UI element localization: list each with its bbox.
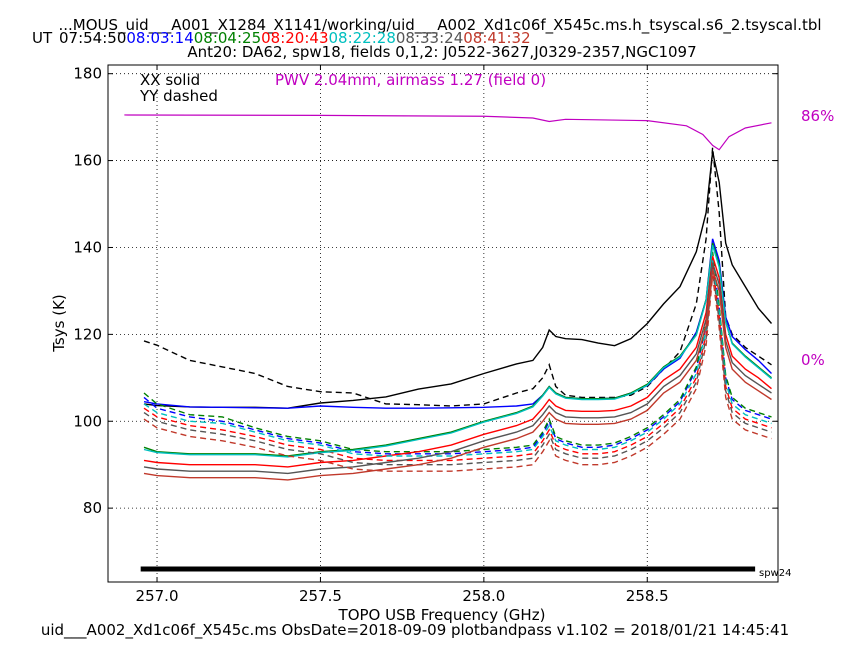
pwv-right-label-top: 86% [801,107,834,125]
legend-dashed: YY dashed [139,87,218,105]
y-tick-label: 160 [73,152,102,170]
x-tick-label: 258.0 [462,587,505,605]
gridlines [108,65,778,582]
scan-time-5: 08:33:24 [396,29,463,47]
y-tick-label: 100 [73,412,102,430]
legend-solid: XX solid [140,71,200,89]
chart-subtitle: Ant20: DA62, spw18, fields 0,1,2: J0522-… [187,43,696,61]
x-tick-label: 257.0 [136,587,179,605]
scan-times: 07:54:5008:03:1408:04:2508:20:4308:22:28… [59,29,531,47]
scan-time-0: 07:54:50 [59,29,126,47]
chart-title: ...MOUS_uid___A001_X1284_X1141/working/u… [58,16,821,35]
ut-label: UT [32,29,53,47]
axis-ticks: 257.0 257.5 258.0 258.5 80 100 120 140 160 180 [73,65,778,605]
series-line-8-solid [143,245,772,458]
series-line-12-solid [143,268,772,481]
y-tick-label: 120 [73,325,102,343]
series-line-2-solid [143,238,772,409]
spw-bar-label: spw24 [759,568,791,579]
y-axis-label: Tsys (K) [50,294,68,353]
footer-text: uid___A002_Xd1c06f_X545c.ms ObsDate=2018… [41,621,789,640]
scan-time-2: 08:04:25 [194,29,261,47]
series-line-5-dashed [143,251,772,453]
scan-time-1: 08:03:14 [126,29,193,47]
scan-time-3: 08:20:43 [261,29,328,47]
pwv-transmission-line [124,114,772,151]
x-tick-label: 257.5 [299,587,342,605]
plot-area [107,64,779,583]
series-line-0-solid [143,151,773,409]
x-axis-label: TOPO USB Frequency (GHz) [338,606,546,624]
series-line-13-dashed [143,275,772,472]
pwv-label: PWV 2.04mm, airmass 1.27 (field 0) [275,71,546,89]
x-tick-label: 258.5 [626,587,669,605]
series-line-11-dashed [143,269,772,466]
series-line-1-dashed [143,147,772,407]
y-tick-label: 140 [73,238,102,256]
y-tick-label: 80 [83,499,102,517]
series-layer [124,114,773,572]
series-line-10-solid [143,262,772,475]
scan-time-4: 08:22:28 [329,29,396,47]
series-line-6-solid [143,255,772,468]
y-tick-label: 180 [73,65,102,83]
pwv-right-label-bottom: 0% [801,351,825,369]
scan-times-text: 07:54:5008:03:1408:04:2508:20:4308:22:28… [59,29,531,47]
series-line-4-solid [143,242,772,457]
scan-time-6: 08:41:32 [463,29,530,47]
